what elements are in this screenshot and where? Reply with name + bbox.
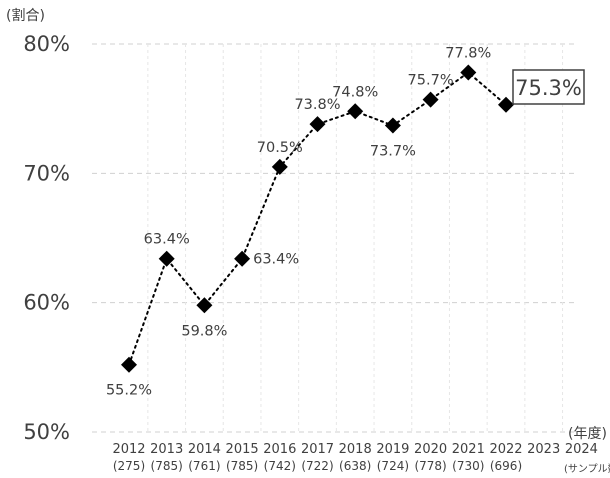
x-tick-label: 2013 — [150, 442, 183, 457]
y-axis-title: (割合) — [6, 7, 45, 24]
data-label: 73.8% — [294, 97, 340, 113]
x-axis-title: (年度) — [568, 426, 607, 442]
x-tick-label: 2012 — [112, 442, 145, 457]
data-point-marker — [498, 96, 514, 113]
y-axis: 50% 60% 70% 80% — [23, 32, 70, 444]
data-point-marker — [121, 356, 137, 373]
data-point-marker — [234, 250, 251, 267]
sample-size-label: (724) — [377, 459, 409, 473]
data-labels: 55.2% 63.4% 59.8% 63.4% 70.5% 73.8%74.8% 73.7%… — [106, 45, 491, 398]
sample-size-label: (696) — [490, 459, 522, 473]
x-tick-label: 2023 — [527, 442, 560, 457]
data-point-marker — [271, 158, 288, 175]
y-tick-label: 70% — [23, 161, 70, 185]
data-label: 55.2% — [106, 383, 152, 399]
x-tick-label: 2016 — [263, 442, 296, 457]
highlight-box — [512, 69, 585, 105]
data-points — [121, 64, 514, 373]
highlight-value: 75.3% — [515, 76, 582, 100]
x-tick-label: 2017 — [301, 442, 334, 457]
x-tick-label: 2021 — [452, 442, 485, 457]
data-label: 70.5% — [257, 140, 303, 156]
data-label: 63.4% — [144, 232, 190, 248]
x-tick-label: 2022 — [489, 442, 522, 457]
series-line — [128, 71, 507, 366]
y-tick-label: 60% — [23, 291, 70, 315]
x-tick-label: 2014 — [188, 442, 221, 457]
sample-size-label: (785) — [226, 459, 258, 473]
sample-size-label: (275) — [113, 459, 145, 473]
data-point-marker — [347, 103, 364, 120]
sample-size-label: (722) — [301, 459, 333, 473]
data-point-marker — [309, 116, 326, 133]
x-axis: 2012 (275) 2013 (785) 2014 (761) 2015 (785) 2016… — [112, 442, 597, 473]
x-tick-label: 2018 — [339, 442, 372, 457]
y-tick-label: 80% — [23, 32, 70, 56]
sample-size-label: (785) — [151, 459, 183, 473]
sample-size-title: (サンプル数) — [564, 462, 610, 475]
sample-size-label: (730) — [452, 459, 484, 473]
sample-size-label: (638) — [339, 459, 371, 473]
grid-lines — [92, 43, 578, 433]
data-label: 74.8% — [332, 84, 378, 100]
data-label: 77.8% — [445, 45, 491, 61]
data-point-marker — [196, 297, 213, 314]
data-point-marker — [422, 91, 439, 108]
sample-size-label: (742) — [264, 459, 296, 473]
data-label: 73.7% — [370, 143, 416, 159]
sample-size-label: (778) — [414, 459, 446, 473]
sample-size-label: (761) — [188, 459, 220, 473]
data-point-marker — [384, 117, 401, 134]
data-label: 63.4% — [253, 252, 299, 268]
data-label: 75.7% — [408, 73, 454, 89]
data-label: 59.8% — [181, 323, 227, 339]
x-tick-label: 2024 — [565, 442, 598, 457]
x-tick-label: 2019 — [376, 442, 409, 457]
x-tick-label: 2020 — [414, 442, 447, 457]
data-point-marker — [460, 64, 477, 81]
y-tick-label: 50% — [23, 420, 70, 444]
data-point-marker — [158, 250, 175, 267]
x-tick-label: 2015 — [226, 442, 259, 457]
